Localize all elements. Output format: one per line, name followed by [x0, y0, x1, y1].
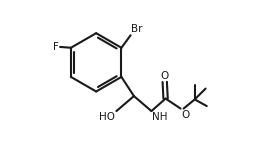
Text: NH: NH	[152, 112, 168, 122]
Text: Br: Br	[131, 24, 143, 34]
Text: HO: HO	[100, 112, 115, 122]
Text: O: O	[181, 110, 190, 120]
Text: F: F	[53, 42, 59, 52]
Text: O: O	[161, 71, 169, 81]
